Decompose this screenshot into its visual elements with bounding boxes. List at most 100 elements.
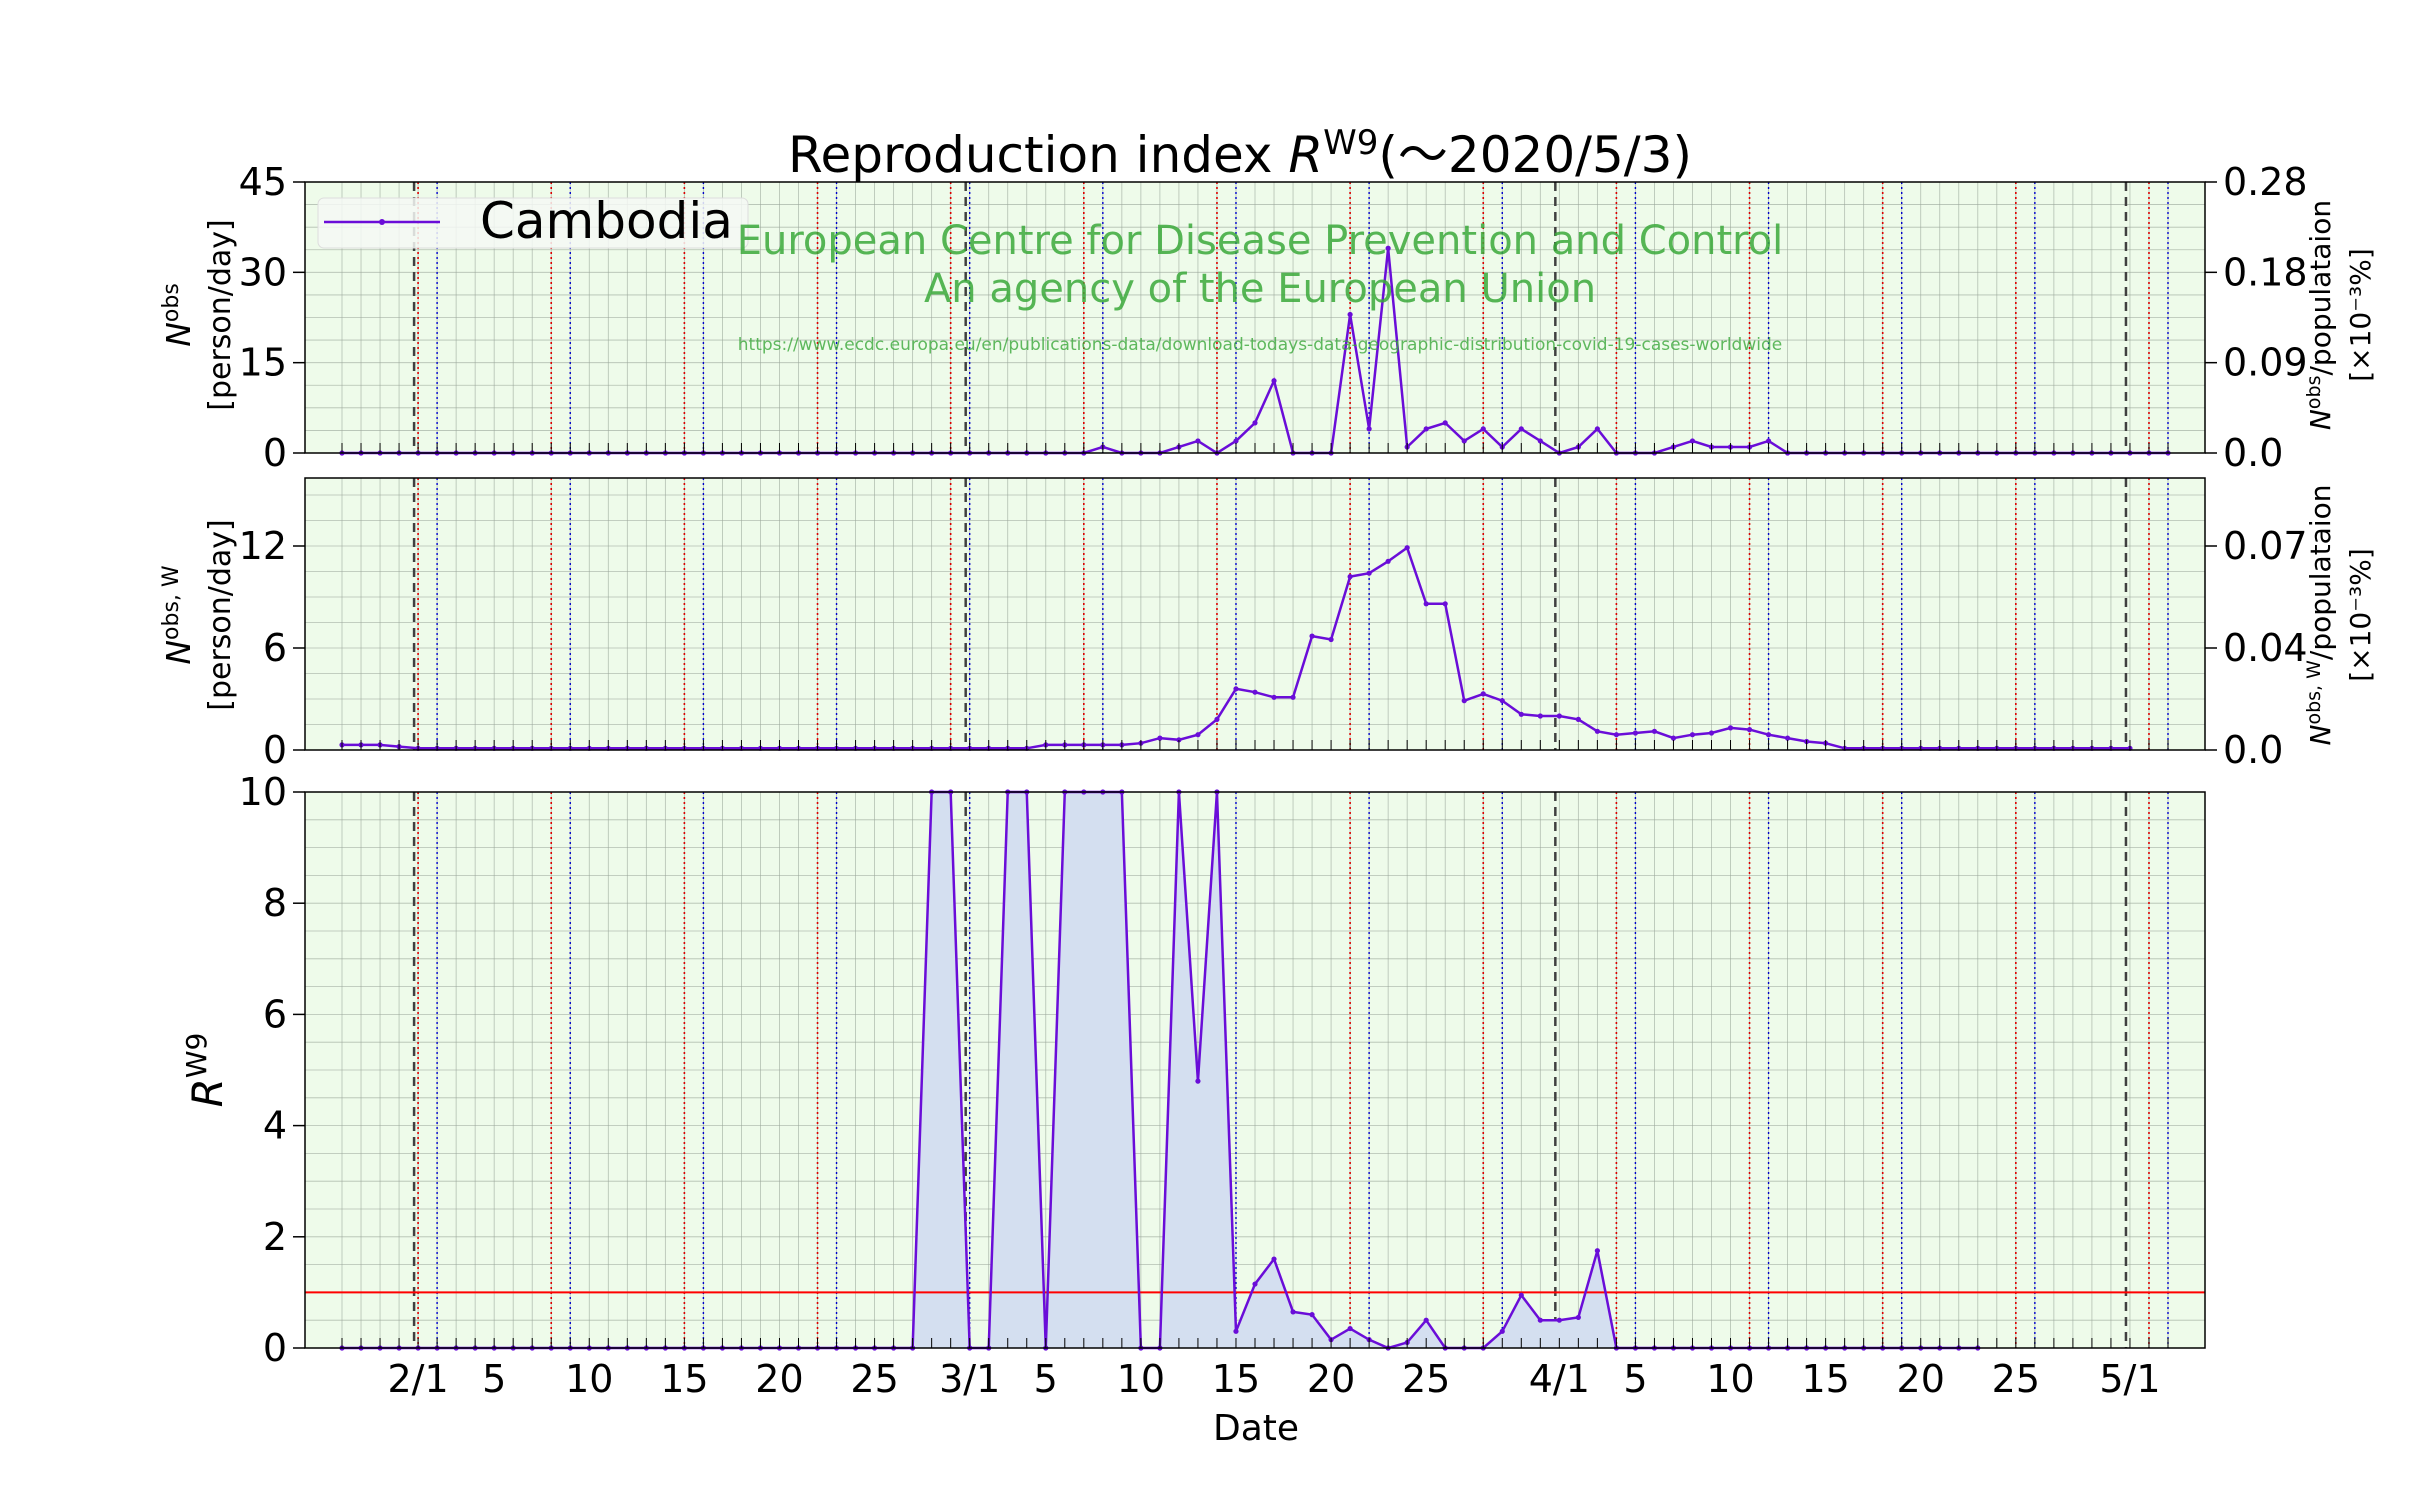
x-tick-label: 20: [1307, 1357, 1355, 1401]
y-tick-label: 6: [263, 626, 287, 670]
y2-tick-label: 0.0: [2223, 728, 2283, 772]
svg-text:[×10⁻³%]: [×10⁻³%]: [2344, 248, 2377, 382]
data-point: [1480, 691, 1486, 697]
x-tick-label: 25: [1992, 1357, 2040, 1401]
data-point: [1689, 732, 1696, 738]
y-tick-label: 2: [263, 1215, 287, 1259]
y2-tick-label: 0.18: [2223, 250, 2308, 294]
panel-2-grid: [305, 478, 2205, 751]
data-point: [1423, 1317, 1429, 1323]
x-tick-label: 10: [1706, 1357, 1754, 1401]
y2-tick-label: 0.0: [2223, 431, 2283, 475]
panel-3-ticks: 0 2 4 6 8 10: [239, 770, 2169, 1370]
data-point: [1309, 633, 1315, 639]
data-point: [1575, 716, 1581, 723]
data-point: [1518, 711, 1524, 717]
data-point: [1537, 713, 1543, 719]
y-tick-label: 0: [263, 1326, 287, 1370]
data-point: [1195, 1078, 1201, 1084]
data-point: [1347, 574, 1353, 580]
svg-text:Nobs: Nobs: [159, 283, 198, 347]
data-point: [1499, 698, 1505, 704]
x-tick-labels: 2/1 5 10 15 20 25 3/1 5 10 15 20 25 4/1 5 10 15 20 25 5/1: [388, 1357, 2161, 1401]
data-point: [1708, 730, 1715, 736]
data-point: [1537, 1317, 1543, 1323]
data-point: [1518, 1292, 1524, 1298]
data-point: [1632, 730, 1639, 736]
y-tick-label: 0: [263, 431, 287, 475]
data-point: [1442, 601, 1448, 607]
data-point: [1689, 438, 1696, 444]
x-tick-label: 15: [660, 1357, 708, 1401]
chart-title: Reproduction index RW9(～2020/5/3): [788, 123, 1692, 184]
data-point: [1537, 438, 1543, 444]
data-point: [1271, 694, 1277, 700]
data-point: [1385, 558, 1391, 564]
data-point: [1290, 1309, 1296, 1315]
legend-box: [317, 197, 749, 249]
panel-weekly-cases: 0 6 12 0.0 0.04 0.07: [239, 477, 2308, 772]
data-point: [1518, 426, 1524, 432]
data-point: [1176, 737, 1182, 743]
x-tick-label: 3/1: [939, 1357, 1000, 1401]
watermark-url: https://www.ecdc.europa.eu/en/publicatio…: [738, 335, 1782, 355]
data-point: [1252, 689, 1258, 695]
svg-text:[person/day]: [person/day]: [203, 519, 238, 711]
data-point: [1461, 438, 1467, 444]
panel-1-ticks: 0 15 30 45 0.0 0.09 0.18 0.28: [239, 160, 2308, 475]
data-point: [1290, 694, 1296, 700]
y2-tick-label: 0.04: [2223, 626, 2308, 670]
panel-1-grid: [305, 181, 2205, 454]
svg-text:Nobs/populataion: Nobs/populataion: [2303, 200, 2337, 430]
y-tick-label: 4: [263, 1104, 287, 1148]
svg-text:Nobs, W: Nobs, W: [159, 565, 198, 665]
x-tick-label: 20: [755, 1357, 803, 1401]
x-tick-label: 15: [1212, 1357, 1260, 1401]
data-point: [1366, 570, 1372, 576]
panel-2-ticks: 0 6 12 0.0 0.04 0.07: [239, 524, 2308, 772]
x-tick-label: 25: [1402, 1357, 1450, 1401]
x-tick-label: 5/1: [2099, 1357, 2160, 1401]
x-tick-label: 2/1: [388, 1357, 449, 1401]
panel-daily-cases: 0 15 30 45 0.0 0.09 0.18 0.28: [239, 160, 2308, 475]
data-point: [1385, 245, 1391, 251]
panel-reproduction-index: 0 2 4 6 8 10: [239, 770, 2206, 1370]
data-point: [1423, 426, 1429, 432]
x-tick-label: 10: [1117, 1357, 1165, 1401]
watermark-line-2: An agency of the European Union: [924, 266, 1596, 312]
data-point: [1271, 378, 1277, 384]
data-point: [1651, 728, 1658, 734]
data-point: [1575, 1314, 1581, 1321]
data-point: [1594, 426, 1600, 432]
y-tick-label: 8: [263, 881, 287, 925]
data-point: [1442, 420, 1448, 426]
legend: Cambodia: [317, 192, 749, 250]
svg-text:[×10⁻³%]: [×10⁻³%]: [2344, 548, 2377, 682]
data-point: [1556, 713, 1562, 719]
y-tick-label: 6: [263, 992, 287, 1036]
data-point: [1765, 438, 1772, 444]
panel-1-y2label: Nobs/populataion [×10⁻³%]: [2303, 200, 2377, 430]
data-point: [1461, 698, 1467, 704]
legend-marker-icon: [379, 219, 385, 225]
x-tick-label: 5: [1623, 1357, 1647, 1401]
y-tick-label: 12: [239, 524, 287, 568]
data-point: [1594, 728, 1600, 734]
x-tick-label: 4/1: [1529, 1357, 1590, 1401]
x-tick-label: 15: [1801, 1357, 1849, 1401]
data-point: [1670, 735, 1677, 741]
panel-3-grid: [305, 791, 2205, 1349]
data-point: [1727, 725, 1734, 731]
data-point: [1423, 601, 1429, 607]
data-point: [1404, 545, 1410, 551]
y2-tick-label: 0.07: [2223, 524, 2308, 568]
panel-2-y2label: Nobs, W/populataion [×10⁻³%]: [2303, 485, 2377, 746]
data-point: [1252, 420, 1258, 426]
data-point: [1480, 426, 1486, 432]
legend-label: Cambodia: [480, 192, 733, 250]
y-tick-label: 0: [263, 728, 287, 772]
data-point: [1746, 727, 1753, 733]
svg-text:RW9: RW9: [180, 1033, 232, 1108]
y2-tick-label: 0.09: [2223, 341, 2308, 385]
